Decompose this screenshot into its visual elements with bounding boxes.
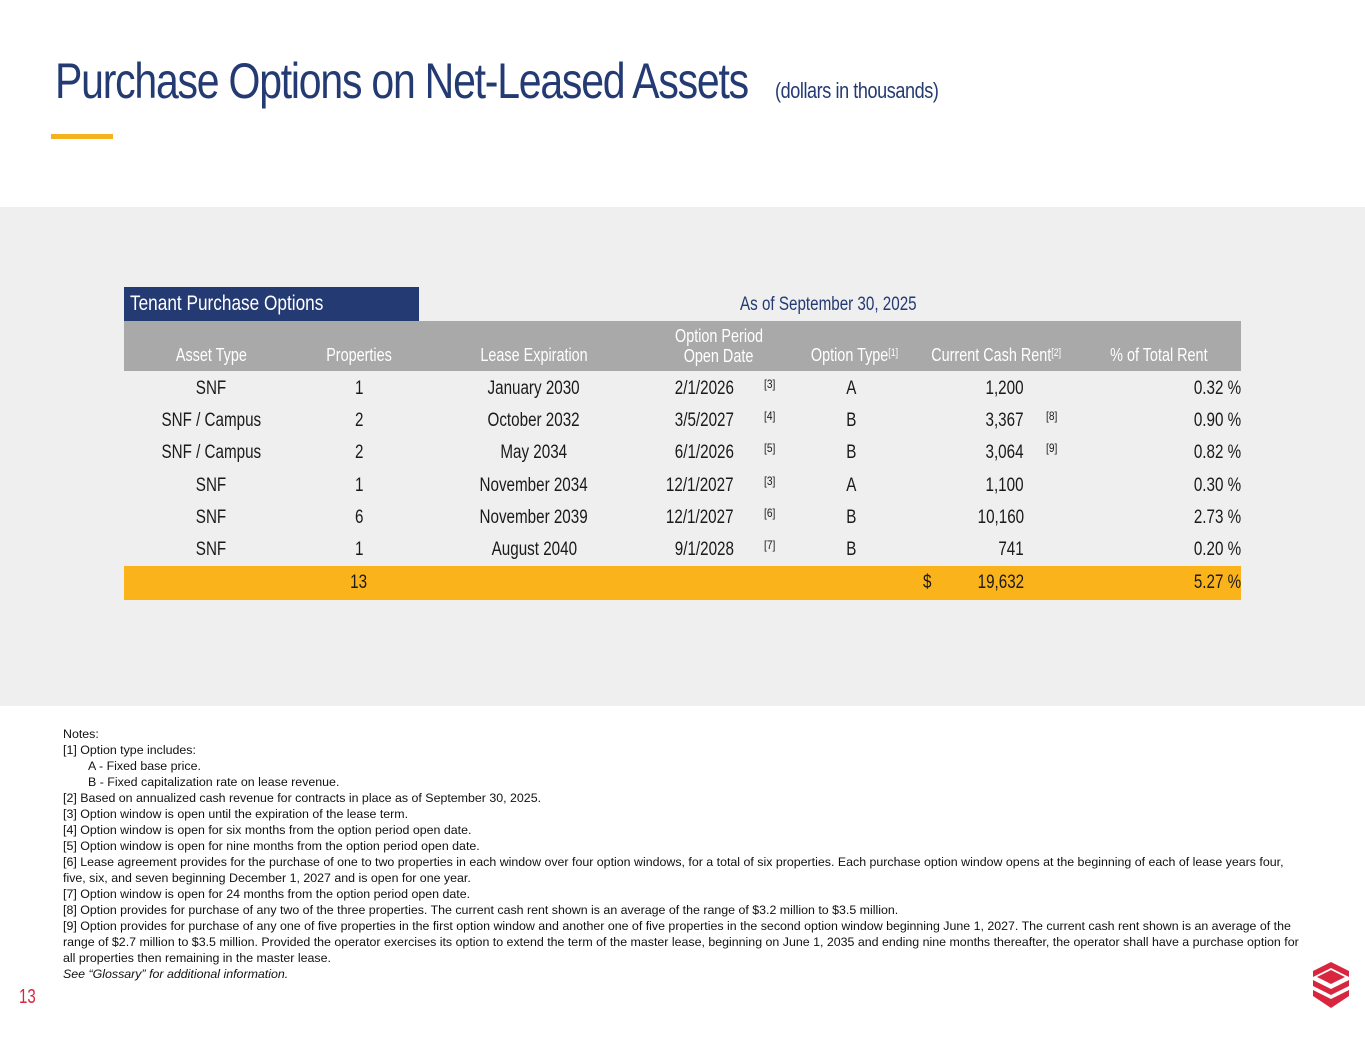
table-column-headers: Asset Type Properties Lease Expiration O…: [124, 321, 1241, 371]
total-rent: 19,632: [977, 572, 1025, 593]
table-row: SNF 1 November 2034 12/1/2027 [3] A 1,10…: [195, 474, 1241, 496]
note-4: [4] Option window is open for six months…: [63, 823, 472, 837]
note-7: [7] Option window is open for 24 months …: [63, 887, 471, 901]
note-9: [9] Option provides for purchase of any …: [63, 919, 1299, 965]
glossary-note: See “Glossary” for additional informatio…: [63, 967, 289, 981]
header-option-period: Option Period Open Date: [674, 326, 764, 366]
footnotes: Notes: [1] Option type includes: A - Fix…: [63, 726, 1303, 982]
header-properties: Properties: [326, 345, 392, 365]
total-pct: 5.27 %: [1193, 572, 1241, 593]
footnote-ref: [6]: [764, 506, 776, 520]
footnote-ref: [8]: [1046, 409, 1058, 423]
layered-chevron-logo-icon: [1313, 962, 1349, 1008]
note-8: [8] Option provides for purchase of any …: [63, 903, 899, 917]
table-total-row: 13 $ 19,632 5.27 %: [124, 566, 1241, 600]
note-2: [2] Based on annualized cash revenue for…: [63, 791, 542, 805]
notes-heading: Notes:: [63, 727, 99, 741]
header-option-type: Option Type[1]: [810, 345, 898, 365]
total-properties: 13: [350, 572, 368, 593]
footnote-ref: [4]: [764, 409, 776, 423]
note-5: [5] Option window is open for nine month…: [63, 839, 480, 853]
table-row: SNF / Campus 2 October 2032 3/5/2027 [4]…: [161, 409, 1241, 431]
footnote-ref: [5]: [764, 441, 776, 455]
note-1: [1] Option type includes:: [63, 743, 196, 757]
table-row: SNF 6 November 2039 12/1/2027 [6] B 10,1…: [195, 506, 1241, 528]
footnote-ref: [9]: [1046, 441, 1058, 455]
header-pct-total-rent: % of Total Rent: [1110, 345, 1208, 365]
table-row: SNF 1 August 2040 9/1/2028 [7] B 741 0.2…: [195, 538, 1241, 560]
note-1a: A - Fixed base price.: [88, 759, 201, 773]
header-current-cash-rent: Current Cash Rent[2]: [931, 345, 1062, 365]
note-6: [6] Lease agreement provides for the pur…: [63, 855, 1284, 885]
page-title-main: Purchase Options on Net-Leased Assets: [55, 53, 749, 109]
footnote-ref: [3]: [764, 474, 776, 488]
footnote-ref: [3]: [764, 377, 776, 391]
note-1b: B - Fixed capitalization rate on lease r…: [88, 775, 340, 789]
header-lease-expiration: Lease Expiration: [480, 345, 588, 365]
footnote-ref: [7]: [764, 538, 776, 552]
page-title-sub: (dollars in thousands): [775, 78, 939, 103]
title-accent-bar: [51, 134, 113, 139]
page-number: 13: [19, 986, 36, 1008]
page-title: Purchase Options on Net-Leased Assets (d…: [55, 52, 974, 110]
table-row: SNF 1 January 2030 2/1/2026 [3] A 1,200 …: [195, 377, 1241, 399]
table-row: SNF / Campus 2 May 2034 6/1/2026 [5] B 3…: [161, 441, 1241, 463]
table-label: Tenant Purchase Options: [124, 287, 419, 321]
as-of-date: As of September 30, 2025: [740, 294, 917, 315]
note-3: [3] Option window is open until the expi…: [63, 807, 409, 821]
total-currency-symbol: $: [923, 572, 932, 593]
header-asset-type: Asset Type: [175, 345, 247, 365]
